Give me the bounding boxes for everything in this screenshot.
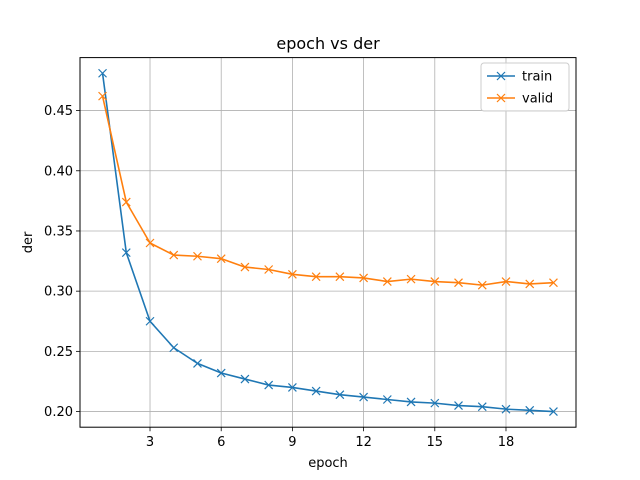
data-point-valid	[311, 272, 321, 282]
data-point-train	[430, 398, 440, 408]
data-point-valid	[501, 277, 511, 286]
data-point-valid	[240, 262, 250, 272]
legend-entry-train: train	[487, 70, 552, 85]
data-point-train	[121, 248, 131, 258]
x-tick-label: 12	[355, 435, 372, 450]
y-tick-label: 0.30	[44, 285, 73, 300]
data-point-train	[549, 407, 558, 416]
ticks: 3 6 9 12 15 18 0.20 0.25 0.30 0.35 0.40 0.45	[44, 104, 514, 450]
chart-title: epoch vs der	[276, 34, 380, 53]
data-point-train	[169, 343, 179, 353]
y-tick-label: 0.40	[44, 164, 73, 179]
data-point-valid	[169, 250, 179, 260]
data-point-train	[98, 68, 107, 78]
legend-entry-valid: valid	[487, 92, 553, 107]
data-point-valid	[525, 279, 535, 289]
data-point-train	[454, 401, 463, 410]
legend-marker	[496, 93, 506, 103]
legend-label: valid	[522, 92, 553, 107]
series-valid	[98, 91, 558, 290]
y-tick-label: 0.45	[44, 104, 73, 119]
series-train	[98, 68, 558, 416]
data-point-valid	[98, 91, 107, 101]
x-tick-label: 3	[146, 435, 154, 450]
data-point-valid	[287, 269, 297, 279]
data-point-train	[359, 392, 369, 402]
legend-items: train valid	[487, 70, 553, 107]
data-point-valid	[406, 274, 416, 284]
series-layer	[98, 68, 558, 416]
legend-box	[480, 62, 570, 112]
data-point-train	[406, 397, 416, 407]
x-tick-label: 15	[427, 435, 444, 450]
data-point-train	[335, 390, 345, 400]
data-point-valid	[264, 265, 274, 274]
legend-marker	[496, 71, 506, 81]
plot-frame	[79, 57, 577, 428]
data-point-train	[382, 395, 392, 404]
data-point-valid	[454, 278, 463, 288]
y-tick-label: 0.35	[44, 224, 73, 239]
data-point-valid	[382, 277, 392, 286]
data-point-train	[501, 404, 511, 414]
data-point-train	[193, 358, 202, 368]
data-point-train	[477, 402, 487, 412]
data-point-valid	[121, 197, 131, 207]
data-point-valid	[335, 272, 345, 282]
x-axis-label: epoch	[308, 456, 348, 471]
x-tick-label: 9	[288, 435, 296, 450]
legend: train valid	[480, 62, 570, 112]
data-point-valid	[549, 278, 558, 288]
data-point-train	[264, 380, 274, 390]
x-tick-label: 6	[217, 435, 225, 450]
series-line-valid	[101, 95, 554, 286]
data-point-train	[145, 316, 155, 326]
data-point-valid	[145, 238, 155, 248]
y-tick-label: 0.25	[44, 345, 73, 360]
data-point-train	[525, 405, 535, 415]
data-point-valid	[216, 254, 226, 264]
data-point-train	[287, 383, 297, 392]
data-point-valid	[359, 273, 369, 283]
y-axis-label: der	[21, 231, 36, 253]
y-tick-label: 0.20	[44, 405, 73, 420]
data-point-valid	[193, 251, 202, 261]
legend-label: train	[522, 70, 552, 85]
data-point-train	[216, 368, 226, 378]
data-point-valid	[430, 277, 440, 286]
data-point-train	[240, 374, 250, 384]
x-tick-label: 18	[498, 435, 515, 450]
grid	[80, 57, 576, 428]
data-point-valid	[477, 280, 487, 290]
data-point-train	[311, 386, 321, 396]
series-line-train	[101, 73, 554, 413]
